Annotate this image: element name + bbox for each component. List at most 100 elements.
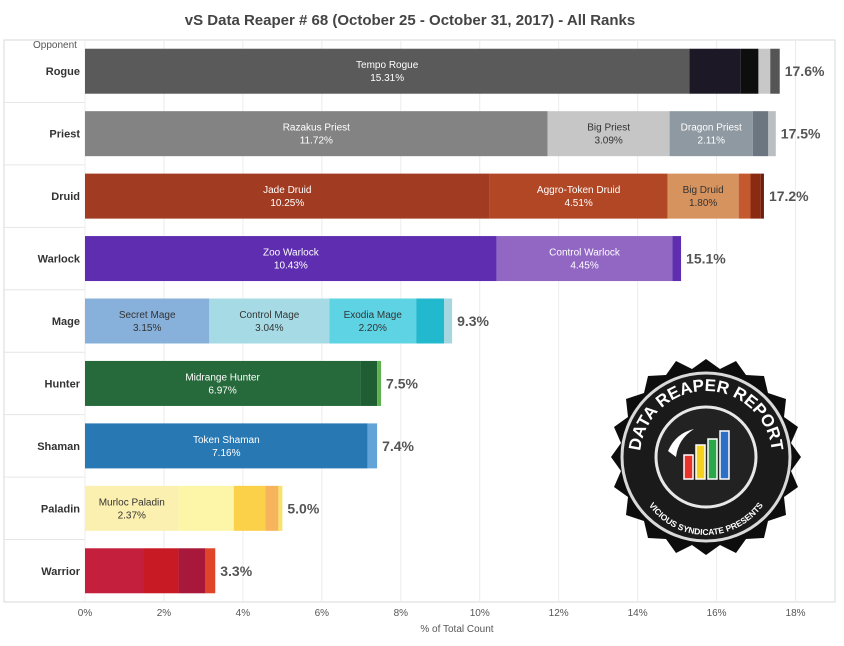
segment-value-label: 11.72% [300,136,333,147]
bar-total-label: 17.2% [769,188,809,204]
bar-total-label: 3.3% [220,563,252,579]
bar-segment [233,485,266,531]
bar-segment [85,485,179,531]
bar-total-label: 5.0% [287,500,319,516]
segment-value-label: 15.31% [370,73,404,84]
segment-name-label: Secret Mage [119,310,176,321]
bar-segment [85,236,497,282]
bar-segment [496,236,673,282]
bar-segment [667,173,739,219]
category-label-hunter: Hunter [45,378,81,390]
bar-total-label: 15.1% [686,251,726,267]
logo-inner-circle [654,405,758,509]
category-label-priest: Priest [49,129,80,141]
bar-segment [416,298,445,344]
segment-name-label: Big Druid [683,185,724,196]
segment-name-label: Zoo Warlock [263,248,320,259]
segment-name-label: Midrange Hunter [185,372,260,383]
bar-segment [752,111,769,157]
x-tick-label: 12% [549,608,569,619]
bar-segment [178,548,206,594]
bar-total-label: 7.5% [386,375,418,391]
bar-segment [672,236,682,282]
bar-segment [205,548,216,594]
bar-segment [85,48,690,94]
x-tick-label: 10% [470,608,490,619]
bar-warlock: Zoo Warlock 10.43% Control Warlock 4.45% 15.… [85,236,726,282]
segment-value-label: 6.97% [208,385,236,396]
segment-name-label: Aggro-Token Druid [537,185,620,196]
x-axis-ticks: 0% 2% 4% 6% 8% 10% 12% 14% 16% 18% [78,608,806,619]
segment-name-label: Razakus Priest [283,123,350,134]
bar-segment [444,298,453,344]
segment-value-label: 3.09% [594,136,622,147]
x-tick-label: 2% [157,608,172,619]
bar-rogue: Tempo Rogue 15.31% 17.6% [85,48,825,94]
bar-segment [740,48,759,94]
bar-priest: Razakus Priest 11.72% Big Priest 3.09% Drago… [85,111,821,157]
segment-value-label: 4.45% [570,261,598,272]
chart-title: vS Data Reaper # 68 (October 25 - Octobe… [185,12,635,29]
bar-segment [85,111,548,157]
bar-total-label: 17.6% [785,63,825,79]
bar-druid: Jade Druid 10.25% Aggro-Token Druid 4.51% Bi… [85,173,809,219]
segment-value-label: 3.04% [255,323,283,334]
category-label-rogue: Rogue [46,66,80,78]
segment-value-label: 7.16% [212,448,240,459]
segment-value-label: 1.80% [689,198,717,209]
bar-segment [278,485,283,531]
segment-value-label: 2.11% [697,136,725,147]
category-label-shaman: Shaman [37,441,80,453]
logo-scythe-icon [668,429,694,457]
bar-segment [143,548,179,594]
bar-segment [758,48,771,94]
category-label-mage: Mage [52,316,80,328]
bar-segment [770,48,780,94]
bar-segment [85,298,210,344]
x-tick-label: 18% [786,608,806,619]
bar-segment [377,360,382,406]
bars-layer: Tempo Rogue 15.31% 17.6% Razakus Priest 11.7… [85,48,825,594]
segment-name-label: Tempo Rogue [356,60,419,71]
segment-value-label: 3.15% [133,323,161,334]
bar-segment [265,485,279,531]
category-labels: Rogue Priest Druid Warlock Mage Hunter Shaman P… [37,66,81,578]
bar-total-label: 7.4% [382,438,414,454]
bar-segment [738,173,751,219]
bar-mage: Secret Mage 3.15% Control Mage 3.04% Exodia … [85,298,490,344]
bar-segment [689,48,741,94]
x-tick-label: 6% [315,608,330,619]
segment-name-label: Jade Druid [263,185,311,196]
logo-bars-icon [683,430,730,480]
segment-value-label: 2.20% [359,323,387,334]
x-tick-label: 14% [628,608,648,619]
segment-name-label: Dragon Priest [681,123,742,134]
segment-name-label: Control Warlock [549,248,621,259]
bar-segment [760,173,764,219]
x-tick-label: 0% [78,608,93,619]
segment-name-label: Token Shaman [193,435,260,446]
category-label-warrior: Warrior [41,566,80,578]
bar-segment [768,111,776,157]
x-tick-label: 4% [236,608,251,619]
x-tick-label: 16% [707,608,727,619]
bar-segment [209,298,330,344]
segment-value-label: 10.25% [270,198,304,209]
bar-total-label: 9.3% [457,313,489,329]
bar-shaman: Token Shaman 7.16% 7.4% [85,423,415,469]
bar-segment [669,111,753,157]
bar-segment [85,423,368,469]
bar-segment [85,360,361,406]
bar-segment [329,298,417,344]
segment-value-label: 4.51% [564,198,592,209]
segment-name-label: Big Priest [587,123,630,134]
category-label-paladin: Paladin [41,503,80,515]
x-axis-title: % of Total Count [420,624,493,635]
bar-segment [367,423,378,469]
category-label-druid: Druid [51,191,80,203]
bar-segment [85,173,490,219]
bar-segment [489,173,668,219]
bar-total-label: 17.5% [781,126,821,142]
